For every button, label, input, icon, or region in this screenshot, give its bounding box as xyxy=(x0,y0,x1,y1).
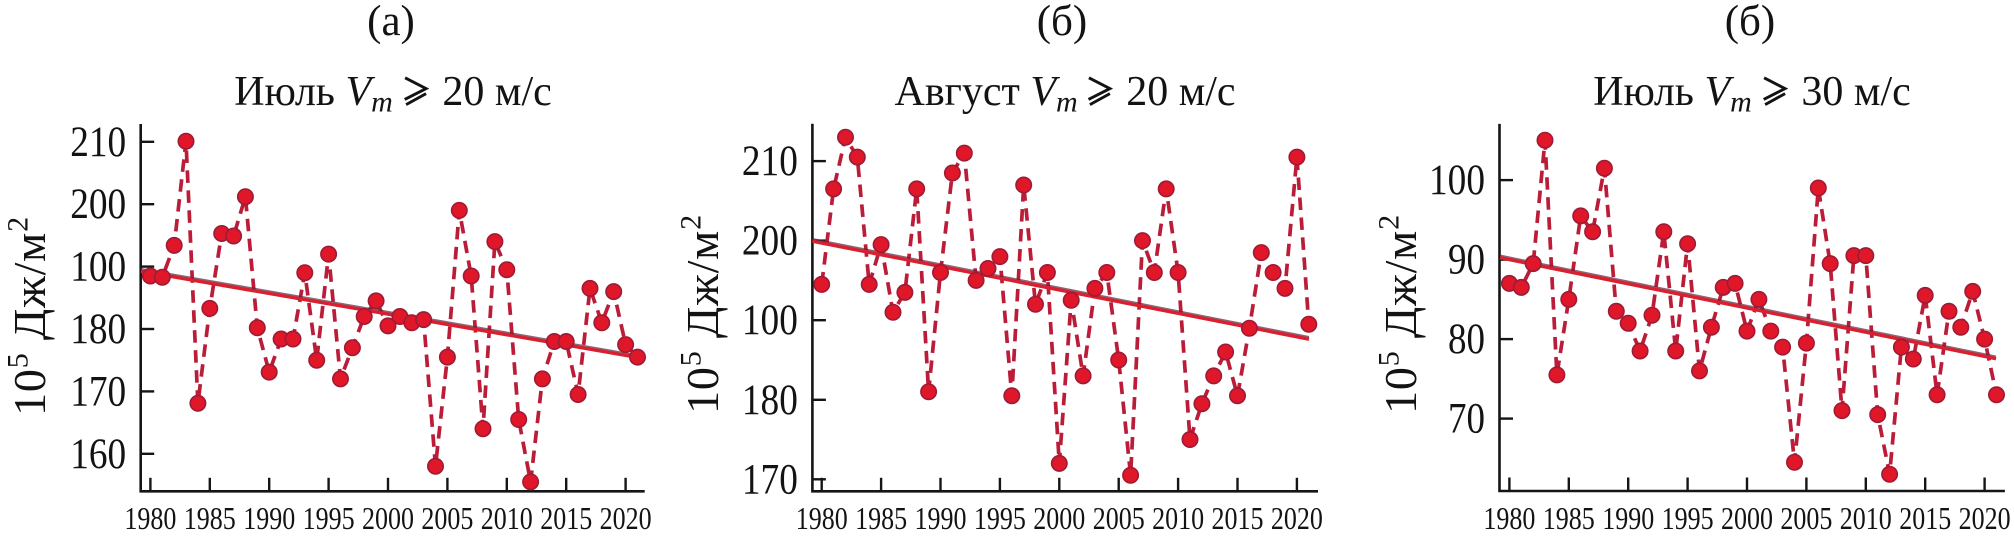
svg-text:(б): (б) xyxy=(1725,0,1776,45)
svg-text:200: 200 xyxy=(70,181,126,228)
svg-text:2005: 2005 xyxy=(421,500,473,536)
svg-text:(б): (б) xyxy=(1037,0,1088,45)
svg-text:105 Дж/м2: 105 Дж/м2 xyxy=(675,214,729,414)
svg-text:1980: 1980 xyxy=(124,500,176,536)
svg-text:2015: 2015 xyxy=(1899,500,1951,536)
svg-text:Июль Vm: Июль Vm xyxy=(1593,69,1752,119)
svg-text:2015: 2015 xyxy=(1212,500,1264,536)
svg-text:1985: 1985 xyxy=(184,500,236,536)
svg-text:170: 170 xyxy=(70,368,126,415)
svg-text:100: 100 xyxy=(742,297,798,344)
svg-text:170: 170 xyxy=(742,456,798,503)
svg-text:1995: 1995 xyxy=(303,500,355,536)
svg-text:2020: 2020 xyxy=(600,500,652,536)
svg-text:200: 200 xyxy=(742,218,798,265)
svg-text:1980: 1980 xyxy=(796,500,848,536)
svg-text:1995: 1995 xyxy=(1662,500,1714,536)
svg-text:2000: 2000 xyxy=(362,500,414,536)
svg-text:2005: 2005 xyxy=(1093,500,1145,536)
svg-text:160: 160 xyxy=(70,431,126,478)
svg-text:20 м/с: 20 м/с xyxy=(442,69,551,115)
svg-text:(а): (а) xyxy=(367,0,415,45)
svg-text:2005: 2005 xyxy=(1780,500,1832,536)
svg-text:90: 90 xyxy=(1448,237,1485,284)
svg-text:20 м/с: 20 м/с xyxy=(1126,69,1235,115)
svg-text:2010: 2010 xyxy=(1840,500,1892,536)
svg-text:1990: 1990 xyxy=(243,500,295,536)
svg-text:2020: 2020 xyxy=(1271,500,1323,536)
svg-text:100: 100 xyxy=(1429,157,1485,204)
svg-text:70: 70 xyxy=(1448,396,1485,443)
svg-text:2020: 2020 xyxy=(1959,500,2011,536)
svg-text:180: 180 xyxy=(742,377,798,424)
svg-text:2000: 2000 xyxy=(1721,500,1773,536)
svg-text:2010: 2010 xyxy=(481,500,533,536)
svg-text:80: 80 xyxy=(1448,316,1485,363)
svg-text:Июль Vm: Июль Vm xyxy=(234,69,393,119)
svg-text:1990: 1990 xyxy=(915,500,967,536)
svg-text:105 Дж/м2: 105 Дж/м2 xyxy=(1373,214,1427,414)
svg-text:105 Дж/м2: 105 Дж/м2 xyxy=(2,216,56,416)
svg-text:210: 210 xyxy=(742,138,798,185)
svg-text:1990: 1990 xyxy=(1602,500,1654,536)
svg-text:180: 180 xyxy=(70,306,126,353)
svg-text:2000: 2000 xyxy=(1033,500,1085,536)
svg-text:2015: 2015 xyxy=(540,500,592,536)
svg-text:30 м/с: 30 м/с xyxy=(1801,69,1910,115)
svg-text:2010: 2010 xyxy=(1152,500,1204,536)
svg-text:1995: 1995 xyxy=(974,500,1026,536)
svg-text:100: 100 xyxy=(70,244,126,291)
svg-text:1985: 1985 xyxy=(855,500,907,536)
svg-text:Август Vm: Август Vm xyxy=(895,69,1078,119)
svg-text:1980: 1980 xyxy=(1483,500,1535,536)
svg-text:210: 210 xyxy=(70,119,126,166)
svg-text:1985: 1985 xyxy=(1543,500,1595,536)
